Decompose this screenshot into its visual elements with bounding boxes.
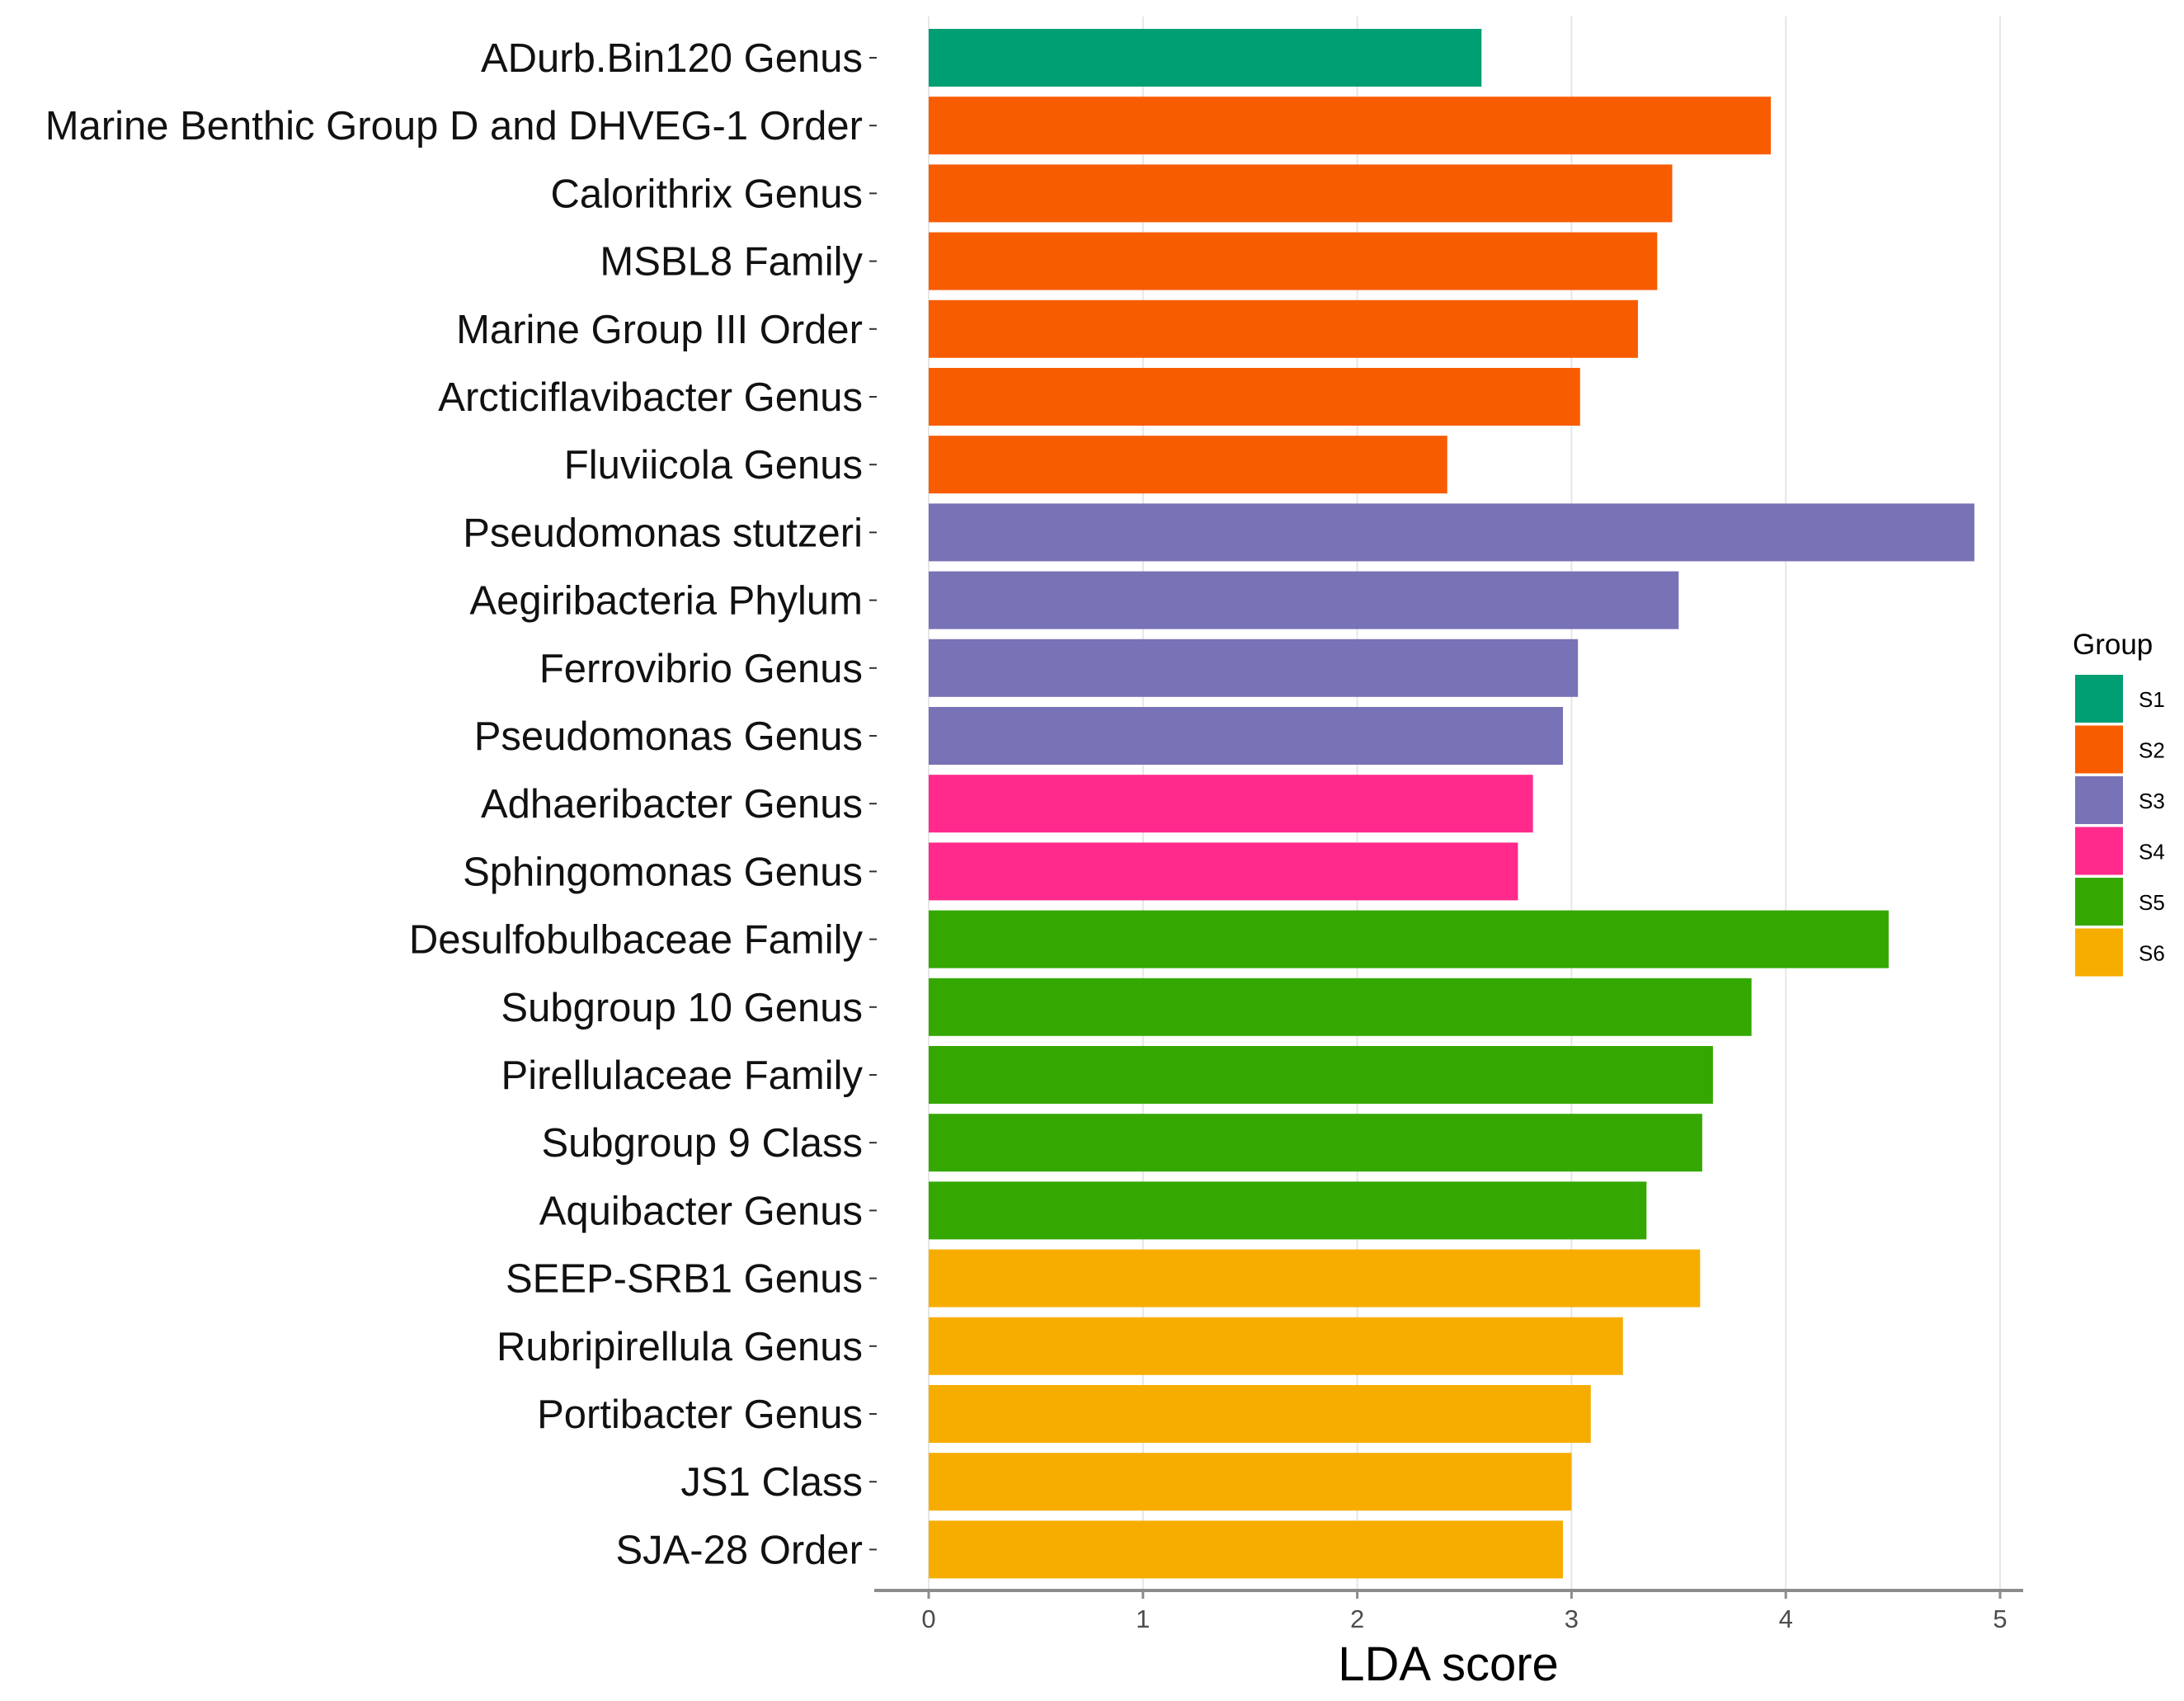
bar [929, 707, 1564, 765]
bars [929, 29, 1975, 1579]
category-label: Subgroup 10 Genus [501, 986, 863, 1030]
x-tick-label: 2 [1350, 1604, 1364, 1633]
category-label: Rubripirellula Genus [497, 1325, 863, 1369]
bar [929, 1114, 1702, 1172]
x-tick-label: 3 [1565, 1604, 1579, 1633]
category-label: Marine Group III Order [456, 308, 863, 352]
bar [929, 1520, 1564, 1579]
category-label: Pirellulaceae Family [501, 1053, 864, 1098]
bar [929, 978, 1752, 1036]
legend-swatch [2073, 926, 2125, 978]
bar [929, 164, 1673, 223]
legend-label: S6 [2139, 941, 2165, 966]
category-label: Subgroup 9 Class [541, 1121, 863, 1166]
category-labels: ADurb.Bin120 Genus Marine Benthic Group D… [45, 36, 877, 1572]
legend-title: Group [2073, 629, 2153, 661]
legend-label: S2 [2139, 738, 2165, 763]
x-axis: 0 1 2 3 4 5 [874, 1589, 2023, 1633]
bar [929, 299, 1638, 358]
category-label: Aquibacter Genus [539, 1189, 863, 1233]
category-label: Desulfobulbaceae Family [409, 918, 864, 963]
bar [929, 503, 1975, 562]
bar [929, 1317, 1623, 1375]
bar [929, 1046, 1713, 1104]
bar [929, 775, 1533, 833]
legend-swatch [2073, 775, 2125, 826]
category-label: Pseudomonas stutzeri [463, 511, 863, 555]
bar [929, 1249, 1701, 1308]
category-label: Ferrovibrio Genus [539, 647, 863, 691]
legend-label: S5 [2139, 890, 2165, 915]
legend-swatch [2073, 723, 2125, 775]
category-label: ADurb.Bin120 Genus [481, 36, 863, 81]
bar [929, 29, 1482, 87]
bar [929, 97, 1772, 155]
category-label: Portibacter Genus [537, 1392, 863, 1437]
bar [929, 1181, 1647, 1240]
category-label: Aegiribacteria Phylum [469, 579, 863, 624]
category-label: SEEP-SRB1 Genus [506, 1257, 863, 1302]
legend-label: S3 [2139, 789, 2165, 813]
x-tick-label: 1 [1136, 1604, 1150, 1633]
x-axis-title: LDA score [1338, 1637, 1559, 1691]
legend-swatch [2073, 876, 2125, 927]
category-label: Fluviicola Genus [564, 443, 863, 488]
bar [929, 571, 1679, 629]
bar [929, 842, 1518, 901]
x-tick-label: 5 [1993, 1604, 2007, 1633]
bar [929, 910, 1889, 968]
category-label: Sphingomonas Genus [463, 850, 863, 894]
x-tick-label: 4 [1779, 1604, 1793, 1633]
x-tick-label: 0 [921, 1604, 935, 1633]
bar [929, 638, 1579, 697]
bar [929, 368, 1580, 426]
legend-swatch [2073, 673, 2125, 724]
category-label: Adhaeribacter Genus [481, 782, 863, 827]
category-label: Arcticiflavibacter Genus [438, 375, 863, 420]
legend: Group S1 S2 S3 S4 S5 S6 [2073, 629, 2165, 978]
legend-swatch [2073, 825, 2125, 877]
category-label: JS1 Class [680, 1460, 863, 1505]
bar [929, 1385, 1591, 1443]
category-label: SJA-28 Order [615, 1528, 863, 1572]
category-label: Marine Benthic Group D and DHVEG-1 Order [45, 104, 863, 148]
bar [929, 232, 1658, 290]
bar [929, 1453, 1572, 1511]
category-label: Calorithrix Genus [550, 172, 863, 216]
legend-label: S4 [2139, 840, 2165, 865]
legend-label: S1 [2139, 687, 2165, 712]
category-label: MSBL8 Family [600, 240, 863, 285]
category-label: Pseudomonas Genus [474, 714, 863, 759]
bar [929, 436, 1447, 494]
